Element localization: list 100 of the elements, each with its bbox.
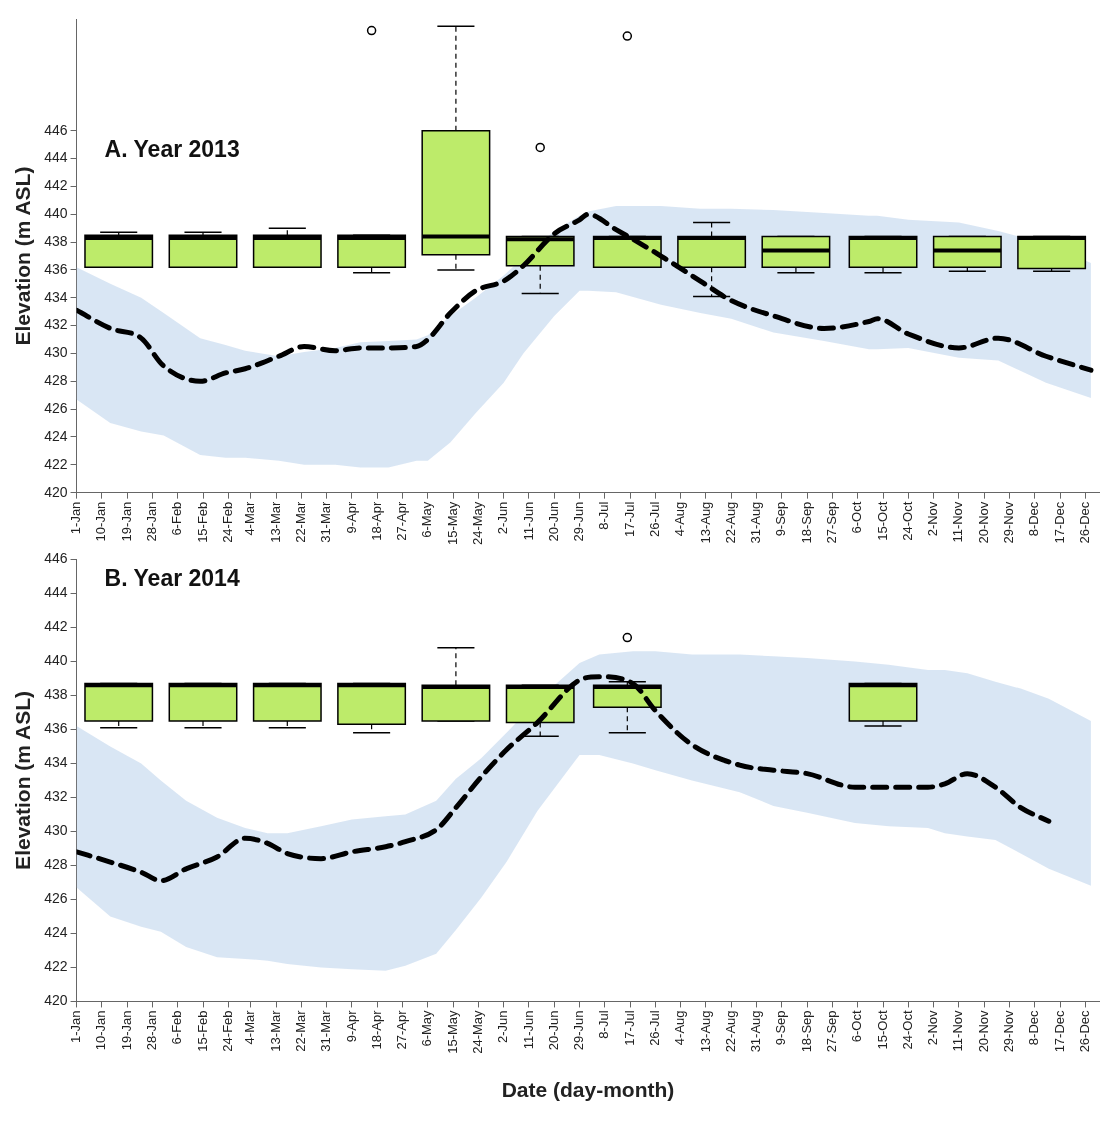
x-tick-label: 13-Aug: [697, 1010, 713, 1053]
x-tick-label: 20-Nov: [975, 1009, 991, 1053]
x-tick-label: 29-Nov: [1001, 1009, 1017, 1053]
x-tick-label: 29-Nov: [1001, 501, 1017, 544]
y-tick-label: 446: [44, 121, 68, 138]
y-tick-label: 444: [44, 584, 68, 601]
x-tick-label: 31-Aug: [748, 1010, 764, 1053]
x-tick-label: 26-Dec: [1076, 501, 1092, 544]
x-tick-label: 1-Jan: [68, 1010, 84, 1043]
x-axis-title: Date (day-month): [501, 1078, 675, 1102]
x-tick-label: 11-Nov: [950, 501, 966, 543]
x-tick-label: 22-Aug: [722, 1010, 738, 1053]
x-tick-label: 24-May: [469, 1009, 485, 1054]
x-tick-label: 27-Sep: [824, 501, 840, 544]
x-tick-label: 27-Apr: [394, 500, 410, 541]
x-tick-label: 9-Sep: [773, 1010, 789, 1046]
y-tick-label: 434: [44, 288, 68, 305]
x-tick-label: 15-May: [444, 1009, 460, 1054]
x-tick-label: 15-Feb: [194, 501, 210, 543]
x-tick-label: 20-Jun: [545, 501, 561, 542]
y-tick-label: 420: [44, 483, 68, 500]
x-tick-label: 26-Dec: [1076, 1009, 1092, 1053]
x-tick-label: 20-Nov: [975, 501, 991, 544]
x-tick-label: 28-Jan: [144, 501, 160, 542]
y-tick-label: 422: [44, 958, 68, 975]
x-tick-label: 1-Jan: [68, 501, 84, 535]
x-tick-label: 18-Apr: [368, 1009, 384, 1050]
y-tick-label: 438: [44, 686, 68, 703]
y-tick-label: 434: [44, 754, 68, 771]
x-tick-label: 4-Mar: [242, 500, 258, 536]
y-axis-title: Elevation (m ASL): [11, 166, 35, 346]
x-tick-label: 2-Nov: [925, 1009, 941, 1046]
x-tick-label: 24-Oct: [899, 1010, 915, 1050]
x-tick-label: 4-Aug: [672, 501, 688, 537]
y-tick-label: 424: [44, 427, 68, 444]
x-tick-label: 18-Apr: [368, 500, 384, 541]
y-tick-label: 436: [44, 260, 68, 277]
x-tick-label: 18-Sep: [798, 1010, 814, 1053]
x-tick-label: 6-May: [419, 1009, 435, 1047]
y-tick-label: 440: [44, 205, 68, 222]
x-tick-label: 31-Aug: [748, 501, 764, 544]
y-tick-label: 428: [44, 856, 68, 873]
x-tick-label: 8-Dec: [1026, 1009, 1042, 1046]
x-tick-label: 22-Aug: [722, 501, 738, 544]
y-axis-title: Elevation (m ASL): [11, 690, 35, 870]
x-tick-label: 6-Feb: [169, 1010, 185, 1045]
y-tick-label: 446: [44, 550, 68, 567]
x-tick-label: 15-Oct: [874, 501, 890, 541]
x-tick-label: 17-Dec: [1051, 501, 1067, 544]
x-tick-label: 29-Jun: [571, 1010, 587, 1051]
x-tick-label: 27-Sep: [824, 1010, 840, 1053]
x-tick-label: 13-Mar: [267, 500, 283, 543]
x-tick-label: 10-Jan: [93, 1010, 109, 1051]
x-tick-label: 22-Mar: [292, 1009, 308, 1052]
y-tick-label: 430: [44, 822, 68, 839]
x-tick-label: 4-Mar: [242, 1009, 258, 1045]
y-tick-label: 422: [44, 455, 68, 472]
x-tick-label: 6-Oct: [849, 501, 865, 534]
x-tick-label: 22-Mar: [292, 500, 308, 543]
chart-title: B. Year 2014: [104, 564, 240, 591]
x-tick-label: 17-Jul: [621, 501, 637, 538]
x-tick-label: 24-Feb: [219, 1010, 235, 1052]
x-tick-label: 11-Jun: [520, 1010, 536, 1050]
x-tick-label: 10-Jan: [93, 501, 109, 542]
y-tick-label: 420: [44, 992, 68, 1009]
x-tick-label: 2-Jun: [495, 1010, 511, 1043]
x-tick-label: 6-Feb: [169, 501, 185, 536]
x-tick-label: 15-Feb: [194, 1010, 210, 1052]
y-tick-label: 432: [44, 788, 68, 805]
x-tick-label: 2-Jun: [495, 501, 511, 535]
x-tick-label: 24-Feb: [219, 501, 235, 543]
x-tick-label: 8-Jul: [596, 501, 612, 530]
x-tick-label: 11-Jun: [520, 501, 536, 541]
x-tick-label: 13-Aug: [697, 501, 713, 544]
y-tick-label: 432: [44, 316, 68, 333]
x-tick-label: 2-Nov: [925, 501, 941, 537]
x-tick-label: 8-Dec: [1026, 501, 1042, 537]
y-tick-label: 440: [44, 652, 68, 669]
x-tick-label: 27-Apr: [394, 1009, 410, 1050]
x-tick-label: 19-Jan: [118, 501, 134, 542]
x-tick-label: 9-Sep: [773, 501, 789, 537]
x-tick-label: 11-Nov: [950, 1009, 966, 1052]
y-tick-label: 430: [44, 344, 68, 361]
x-tick-label: 28-Jan: [144, 1010, 160, 1051]
text: A. Year 2013: [104, 136, 240, 163]
y-tick-label: 426: [44, 890, 68, 907]
x-tick-label: 24-Oct: [899, 501, 915, 541]
y-tick-label: 442: [44, 177, 68, 194]
x-tick-label: 31-Mar: [318, 1009, 334, 1052]
y-tick-label: 424: [44, 924, 68, 941]
x-tick-label: 4-Aug: [672, 1010, 688, 1046]
x-tick-label: 31-Mar: [318, 500, 334, 543]
y-tick-label: 428: [44, 372, 68, 389]
x-tick-label: 9-Apr: [343, 1009, 359, 1043]
x-tick-label: 15-May: [444, 501, 460, 546]
y-tick-label: 426: [44, 400, 68, 416]
y-tick-label: 444: [44, 149, 68, 166]
x-tick-label: 6-Oct: [849, 1010, 865, 1043]
x-tick-label: 20-Jun: [545, 1010, 561, 1051]
y-tick-label: 436: [44, 720, 68, 737]
